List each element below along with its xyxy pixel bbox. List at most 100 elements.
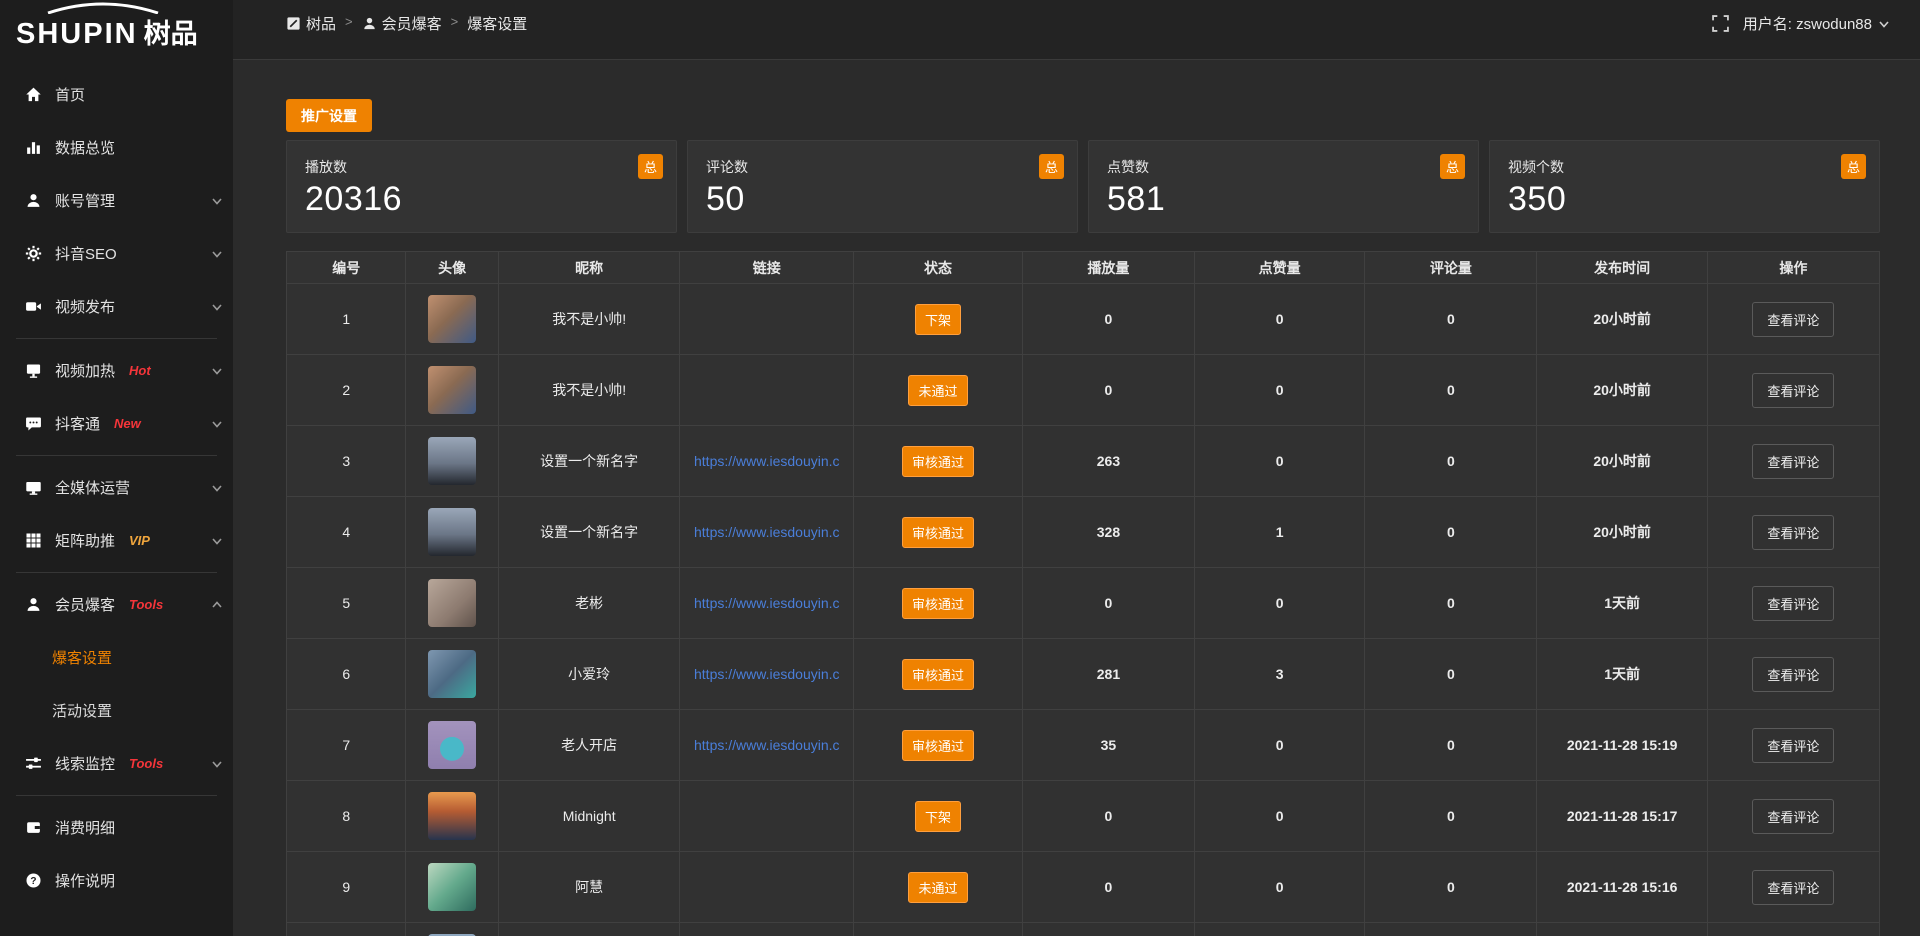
- view-comments-button[interactable]: 查看评论: [1752, 443, 1835, 479]
- table-row: 9 阿慧 未通过 0 0 0 2021-11-28 15:16 查看评论: [285, 851, 1881, 923]
- cell-action: 查看评论: [1706, 567, 1881, 639]
- sidebar-item-消费明细[interactable]: 消费明细: [0, 801, 233, 854]
- column-header-评论量: 评论量: [1364, 251, 1538, 284]
- view-comments-button[interactable]: 查看评论: [1752, 372, 1835, 408]
- sidebar-item-视频加热[interactable]: 视频加热 Hot: [0, 344, 233, 397]
- cell-avatar: [405, 354, 499, 426]
- sidebar-item-抖音SEO[interactable]: 抖音SEO: [0, 227, 233, 280]
- cell-nickname: 老彬: [497, 567, 681, 639]
- table-row: 3 设置一个新名字 https://www.iesdouyin.c 审核通过 263 0 0…: [285, 425, 1881, 497]
- promo-settings-button[interactable]: 推广设置: [286, 99, 372, 132]
- breadcrumb-item-树品[interactable]: 树品: [286, 13, 336, 34]
- column-header-昵称: 昵称: [497, 251, 681, 284]
- cell-status: 审核通过: [853, 709, 1023, 781]
- breadcrumb-item-会员爆客[interactable]: 会员爆客: [362, 13, 442, 34]
- logo[interactable]: SHUPIN 树品: [0, 0, 233, 54]
- cell-status: 审核通过: [853, 638, 1023, 710]
- sidebar-item-label: 全媒体运营: [55, 480, 131, 497]
- cell-action: 查看评论: [1706, 638, 1881, 710]
- sidebar-item-数据总览[interactable]: 数据总览: [0, 121, 233, 174]
- cell-action: 查看评论: [1706, 709, 1881, 781]
- cell-status: 未通过: [853, 354, 1023, 426]
- cell-publish-time: [1536, 922, 1708, 936]
- cell-action: 查看评论: [1706, 780, 1881, 852]
- video-link[interactable]: https://www.iesdouyin.c: [694, 737, 840, 753]
- status-button[interactable]: 下架: [914, 303, 961, 335]
- video-link[interactable]: https://www.iesdouyin.c: [694, 524, 840, 540]
- video-link[interactable]: https://www.iesdouyin.c: [694, 666, 840, 682]
- sidebar-item-会员爆客[interactable]: 会员爆客 Tools: [0, 578, 233, 631]
- stat-card-点赞数: 点赞数 581 总: [1088, 140, 1479, 233]
- view-comments-button[interactable]: 查看评论: [1752, 514, 1835, 550]
- logo-inner: SHUPIN 树品: [16, 2, 198, 51]
- cell-link: [679, 283, 855, 355]
- sidebar-item-label: 首页: [55, 87, 86, 104]
- sidebar-item-全媒体运营[interactable]: 全媒体运营: [0, 461, 233, 514]
- status-button[interactable]: 审核通过: [901, 658, 974, 690]
- cell-nickname: 阿慧: [497, 851, 681, 923]
- view-comments-button[interactable]: 查看评论: [1752, 301, 1835, 337]
- cell-nickname: Midnight: [497, 780, 681, 852]
- view-comments-button[interactable]: 查看评论: [1752, 727, 1835, 763]
- cell-likes: 1: [1193, 496, 1366, 568]
- sidebar-item-badge: New: [114, 416, 141, 431]
- chevron-down-icon: [211, 301, 223, 313]
- sidebar-item-矩阵助推[interactable]: 矩阵助推 VIP: [0, 514, 233, 567]
- stat-value: 350: [1508, 180, 1567, 218]
- cell-action: 查看评论: [1706, 283, 1881, 355]
- breadcrumb-separator: >: [450, 14, 459, 29]
- chart-icon: [24, 139, 42, 157]
- view-comments-button[interactable]: 查看评论: [1752, 798, 1835, 834]
- cell-comments: 0: [1364, 283, 1538, 355]
- stat-total-badge: 总: [1841, 154, 1866, 179]
- fullscreen-icon[interactable]: [1711, 13, 1729, 36]
- avatar-image: [428, 579, 477, 627]
- videos-table: 编号 头像 昵称 链接 状态 播放量 点赞量 评论量 发布时间 操作 1 我不是小帅! 下架 0 0 0 20小…: [285, 251, 1881, 936]
- cell-nickname: 小爱玲: [497, 638, 681, 710]
- table-row: 2 我不是小帅! 未通过 0 0 0 20小时前 查看评论: [285, 354, 1881, 426]
- video-link[interactable]: https://www.iesdouyin.c: [694, 595, 840, 611]
- avatar-image: [428, 792, 477, 840]
- cell-comments: 0: [1364, 425, 1538, 497]
- sidebar-item-操作说明[interactable]: ? 操作说明: [0, 854, 233, 907]
- username[interactable]: 用户名: zswodun88: [1743, 13, 1872, 34]
- chevron-down-icon: [211, 418, 223, 430]
- sidebar-item-账号管理[interactable]: 账号管理: [0, 174, 233, 227]
- sidebar-item-线索监控[interactable]: 线索监控 Tools: [0, 737, 233, 790]
- status-button[interactable]: 下架: [914, 800, 961, 832]
- status-button[interactable]: 审核通过: [901, 729, 974, 761]
- cell-avatar: [405, 709, 499, 781]
- stat-total-badge: 总: [638, 154, 663, 179]
- sidebar-subitem-爆客设置[interactable]: 爆客设置: [52, 650, 113, 667]
- cell-status: [853, 922, 1023, 936]
- stat-label: 视频个数: [1508, 159, 1564, 175]
- column-header-头像: 头像: [405, 251, 499, 284]
- cell-comments: 0: [1364, 709, 1538, 781]
- cell-status: 审核通过: [853, 425, 1023, 497]
- user-chevron-down-icon[interactable]: [1878, 13, 1890, 34]
- status-button[interactable]: 审核通过: [901, 587, 974, 619]
- status-button[interactable]: 未通过: [908, 374, 968, 406]
- sidebar-item-视频发布[interactable]: 视频发布: [0, 280, 233, 333]
- cell-id: 7: [285, 709, 407, 781]
- breadcrumb-label: 树品: [306, 16, 337, 33]
- cell-avatar: [405, 922, 499, 936]
- sidebar-item-抖客通[interactable]: 抖客通 New: [0, 397, 233, 450]
- video-link[interactable]: https://www.iesdouyin.c: [694, 453, 840, 469]
- sidebar-subitem-活动设置[interactable]: 活动设置: [52, 703, 113, 720]
- sidebar-item-首页[interactable]: 首页: [0, 68, 233, 121]
- sidebar-item-label: 操作说明: [55, 873, 116, 890]
- user-icon: [24, 596, 42, 614]
- sidebar-item-label: 抖客通: [55, 416, 101, 433]
- status-button[interactable]: 审核通过: [901, 445, 974, 477]
- view-comments-button[interactable]: 查看评论: [1752, 869, 1835, 905]
- view-comments-button[interactable]: 查看评论: [1752, 585, 1835, 621]
- user-icon: [362, 16, 377, 31]
- sidebar-menu: 首页数据总览 账号管理 抖音SEO 视频发布视频加热 Hot 抖客通 New 全媒体运营矩阵助…: [0, 54, 233, 907]
- status-button[interactable]: 审核通过: [901, 516, 974, 548]
- cell-nickname: 我不是小帅!: [497, 354, 681, 426]
- avatar-image: [428, 721, 477, 769]
- view-comments-button[interactable]: 查看评论: [1752, 656, 1835, 692]
- status-button[interactable]: 未通过: [908, 871, 968, 903]
